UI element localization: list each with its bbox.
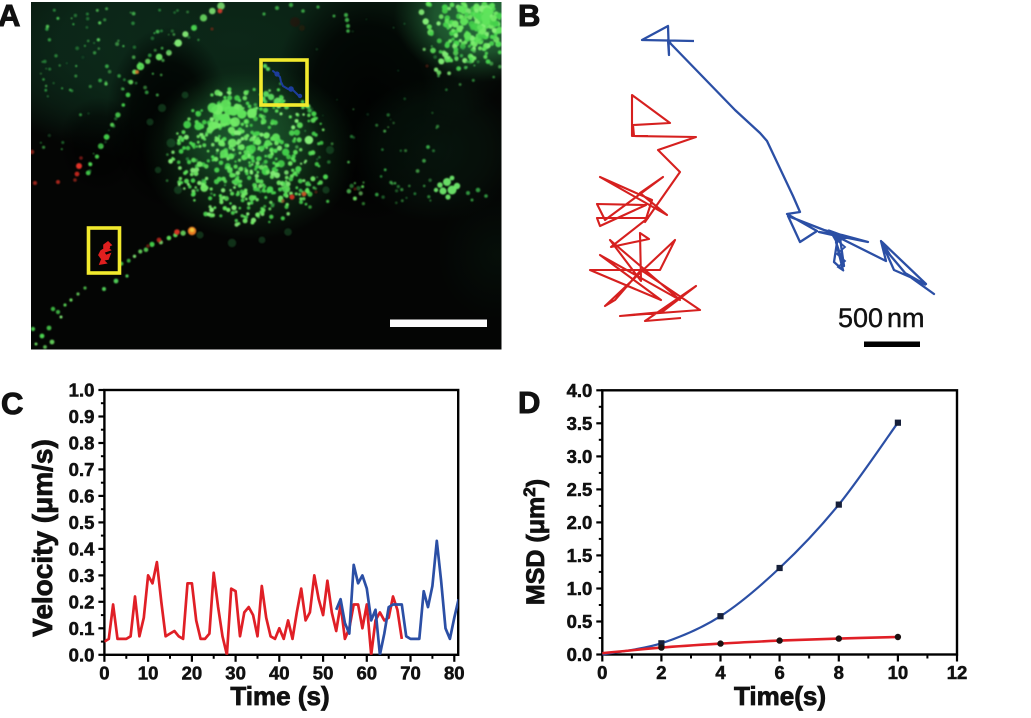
svg-text:1.0: 1.0 [567,578,593,599]
svg-text:30: 30 [225,662,246,683]
svg-text:0.6: 0.6 [69,486,95,507]
svg-text:2.5: 2.5 [567,479,593,500]
svg-text:0: 0 [597,662,607,683]
svg-text:50: 50 [313,662,334,683]
svg-text:0.1: 0.1 [69,618,95,639]
svg-text:0.3: 0.3 [69,565,95,586]
svg-text:3.0: 3.0 [567,446,593,467]
svg-text:6: 6 [774,662,784,683]
svg-text:nm: nm [887,303,925,333]
svg-text:0.0: 0.0 [567,644,593,665]
svg-text:0.2: 0.2 [69,592,95,613]
svg-text:2.0: 2.0 [567,512,593,533]
svg-text:Velocity (μm/s): Velocity (μm/s) [27,439,58,637]
svg-text:0.5: 0.5 [567,611,593,632]
svg-text:500: 500 [838,303,883,333]
svg-text:12: 12 [947,662,968,683]
svg-text:0.7: 0.7 [69,459,95,480]
svg-text:0.8: 0.8 [69,433,95,454]
svg-text:Time (s): Time (s) [230,681,329,711]
svg-text:60: 60 [357,662,378,683]
svg-text:C: C [1,386,23,421]
svg-text:0.9: 0.9 [69,406,95,427]
svg-text:2: 2 [656,662,666,683]
svg-text:B: B [518,0,540,33]
svg-text:0.4: 0.4 [69,539,95,560]
svg-text:0.5: 0.5 [69,512,95,533]
svg-text:D: D [518,385,540,420]
svg-text:MSD (μm2): MSD (μm2) [520,479,550,605]
svg-text:40: 40 [269,662,290,683]
svg-text:3.5: 3.5 [567,413,593,434]
svg-text:1.5: 1.5 [567,545,593,566]
svg-text:0: 0 [99,662,109,683]
svg-text:0.0: 0.0 [69,645,95,666]
svg-text:70: 70 [400,662,421,683]
svg-text:4: 4 [715,662,726,683]
svg-text:20: 20 [182,662,203,683]
svg-text:10: 10 [138,662,159,683]
svg-text:80: 80 [444,662,465,683]
svg-text:1.0: 1.0 [69,380,95,401]
svg-text:10: 10 [888,662,909,683]
svg-text:4.0: 4.0 [567,380,593,401]
svg-text:8: 8 [834,662,844,683]
svg-text:Time(s): Time(s) [734,681,826,711]
svg-text:A: A [0,0,20,33]
